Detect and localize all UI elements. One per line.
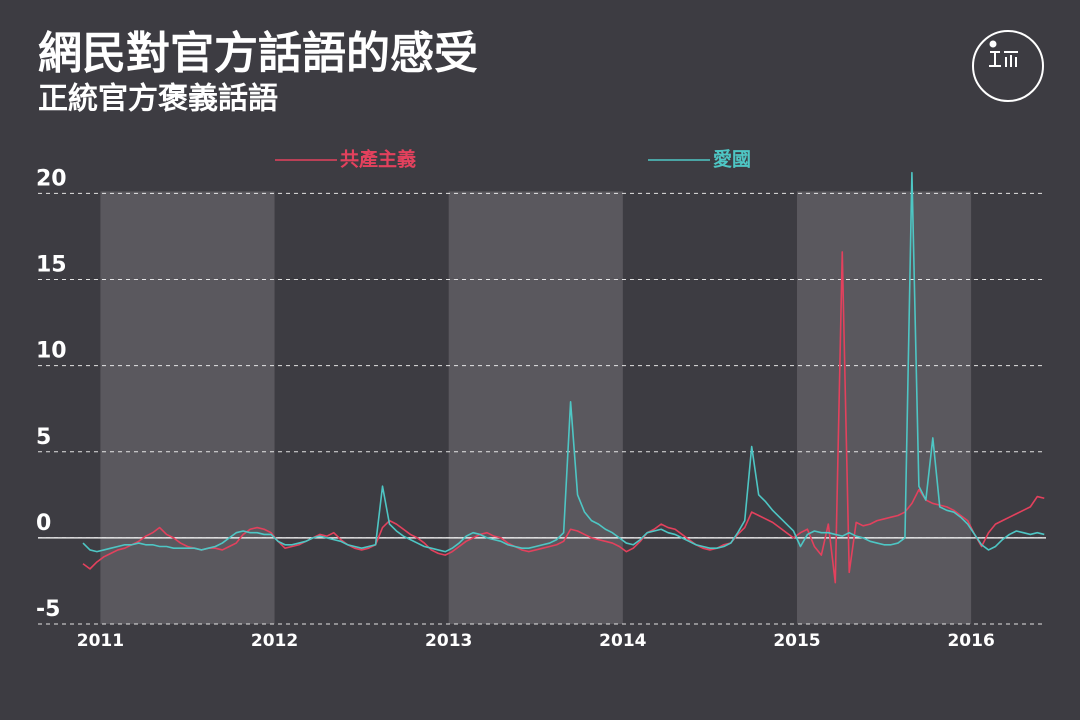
line-series	[82, 171, 1045, 553]
x-tick-label: 2011	[77, 631, 124, 651]
year-band	[100, 191, 275, 624]
y-tick-label: -5	[36, 597, 60, 622]
plot-area: -5 0 5 10 15 20 2011 2012 2013 2014 2015 2016 共產主義 愛國	[36, 148, 1046, 651]
logo	[972, 30, 1044, 102]
line-series	[82, 251, 1045, 584]
legend-label: 愛國	[713, 149, 751, 171]
logo-dot	[989, 40, 997, 48]
logo-glyph	[989, 51, 1018, 67]
y-tick-label: 5	[36, 425, 51, 450]
x-tick-label: 2014	[599, 631, 646, 651]
x-tick-label: 2012	[251, 631, 298, 651]
x-tick-label: 2013	[425, 631, 472, 651]
legend-label: 共產主義	[340, 148, 416, 171]
year-band	[796, 191, 972, 624]
x-tick-label: 2016	[947, 631, 994, 651]
chart-subtitle: 正統官方褒義話語	[38, 82, 278, 117]
y-tick-label: 15	[36, 253, 67, 278]
y-tick-label: 10	[36, 339, 67, 364]
year-band	[448, 191, 623, 624]
y-tick-label: 20	[36, 166, 67, 191]
y-tick-label: 0	[36, 511, 51, 536]
logo-ring	[972, 30, 1044, 102]
x-tick-label: 2015	[773, 631, 820, 651]
chart-title: 網民對官方話語的感受	[38, 28, 478, 79]
